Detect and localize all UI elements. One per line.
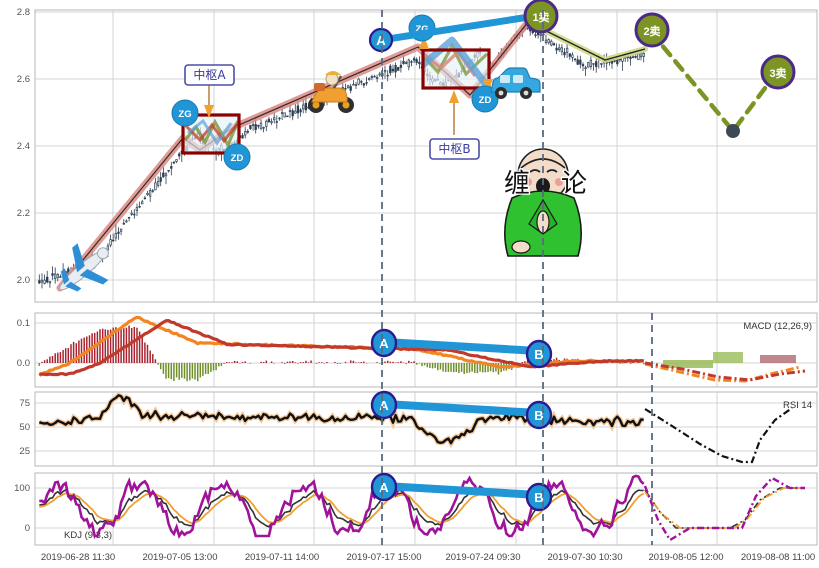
- sell-point-1[interactable]: 1卖: [523, 0, 559, 34]
- kdj-divergence-line: [381, 482, 542, 499]
- macd-divergence-line: [381, 338, 542, 355]
- pivot-a-zd-label: ZD: [231, 153, 244, 164]
- price-panel: 2.8 2.6 2.4 2.2 2.0: [17, 0, 818, 303]
- kdj-panel: 100 0 KDJ (9,3,3) A B: [14, 472, 818, 546]
- macd-ytick-0: 0.0: [17, 358, 30, 369]
- xtick-1: 2019-07-05 13:00: [142, 552, 217, 563]
- pivot-a-group: 中枢A ZG ZD: [171, 64, 251, 171]
- rsi-ytick-1: 50: [19, 422, 30, 433]
- pivot-a-label: 中枢A: [193, 67, 226, 82]
- rsi-divergence-line: [381, 400, 542, 417]
- x-axis-tick-labels: 2019-06-28 11:30 2019-07-05 13:00 2019-0…: [41, 552, 815, 563]
- chanlun-watermark: 缠 论: [503, 148, 588, 257]
- kdj-marker-a-label: A: [379, 480, 389, 495]
- kdj-ytick-0: 0: [25, 523, 30, 534]
- watermark-right-char: 论: [561, 169, 587, 199]
- rsi-forecast: [644, 407, 793, 464]
- macd-indicator-label: MACD (12,26,9): [743, 321, 812, 332]
- macd-marker-b-label: B: [534, 347, 543, 362]
- macd-panel: 0.1 0.0 MACD (12,26,9) A B: [17, 312, 818, 388]
- downtrend-core: [527, 21, 646, 61]
- pivot-a-sub-2: [184, 122, 239, 144]
- price-marker-a[interactable]: [368, 27, 394, 53]
- kdj-marker-b[interactable]: B: [525, 482, 553, 512]
- kdj-marker-b-label: B: [534, 490, 543, 505]
- pivot-a-zd-badge[interactable]: [223, 143, 251, 171]
- pivot-b-box: [421, 48, 491, 90]
- xtick-4: 2019-07-24 09:30: [445, 552, 520, 563]
- pivot-b-label: 中枢B: [438, 141, 470, 156]
- pivot-b-arrow-head: [449, 90, 459, 103]
- pivot-a-zg-label: ZG: [178, 109, 191, 120]
- macd-dif-forecast: [644, 362, 801, 383]
- macd-marker-b[interactable]: B: [525, 339, 553, 369]
- macd-marker-a[interactable]: A: [370, 328, 398, 358]
- price-ytick-3: 2.2: [17, 208, 30, 219]
- pivot-b-zg-arrow: [419, 36, 429, 49]
- pivot-b-zd-label: ZD: [479, 95, 492, 106]
- forecast-path: [648, 29, 783, 135]
- xtick-3: 2019-07-17 15:00: [346, 552, 421, 563]
- price-y-tick-labels: 2.8 2.6 2.4 2.2 2.0: [17, 7, 30, 286]
- pivot-a-box: [181, 113, 241, 155]
- vertical-marker-lines: [381, 10, 653, 545]
- price-ytick-4: 2.0: [17, 275, 30, 286]
- xtick-0: 2019-06-28 11:30: [41, 552, 115, 563]
- sell-point-2-label: 2卖: [643, 24, 660, 38]
- pivot-b-callout-box: [429, 138, 480, 160]
- pivot-a-zg-badge[interactable]: [171, 99, 199, 127]
- sell-point-2[interactable]: 2卖: [634, 12, 670, 48]
- rsi-marker-a[interactable]: A: [370, 390, 398, 420]
- pivot-a-callout-box: [184, 64, 235, 86]
- kdj-gridlines: [35, 473, 817, 545]
- price-ytick-0: 2.8: [17, 7, 30, 18]
- xtick-5: 2019-07-30 10:30: [547, 552, 622, 563]
- rsi-marker-a-label: A: [379, 398, 389, 413]
- kdj-ytick-1: 100: [14, 483, 30, 494]
- kdj-j-forecast: [643, 476, 805, 542]
- kdj-marker-a[interactable]: A: [370, 472, 398, 502]
- pivot-b-zg-label: ZG: [415, 24, 428, 35]
- macd-ytick-1: 0.1: [17, 318, 30, 329]
- kdj-d-forecast: [644, 487, 805, 529]
- rsi-marker-b[interactable]: B: [525, 400, 553, 430]
- xtick-2: 2019-07-11 14:00: [245, 552, 319, 563]
- price-divergence-line: [377, 13, 533, 44]
- airplane-icon: [59, 243, 109, 292]
- rsi-ytick-0: 25: [19, 446, 30, 457]
- sell-point-1-label: 1卖: [532, 10, 549, 24]
- pivot-a-inner-strokes: [183, 118, 240, 149]
- price-ytick-1: 2.6: [17, 74, 30, 85]
- kdj-indicator-label: KDJ (9,3,3): [64, 530, 112, 541]
- scooter-icon: [308, 71, 354, 113]
- xtick-6: 2019-08-05 12:00: [648, 552, 723, 563]
- pivot-a-arrow-head: [204, 105, 214, 118]
- sell-point-3[interactable]: 3卖: [760, 54, 796, 90]
- xtick-7: 2019-08-08 11:00: [741, 552, 815, 563]
- car-icon: [490, 67, 541, 99]
- rsi-gridlines: [35, 392, 817, 466]
- rsi-ytick-2: 75: [19, 398, 30, 409]
- pivot-b-zd-arrow: [483, 79, 493, 92]
- forecast-pivot-dot: [726, 124, 740, 138]
- sell-point-3-label: 3卖: [769, 66, 786, 80]
- rsi-marker-b-label: B: [534, 408, 543, 423]
- pivot-b-sub-big: [420, 36, 491, 90]
- watermark-left-char: 缠: [504, 169, 530, 199]
- price-ytick-2: 2.4: [17, 141, 30, 152]
- rsi-indicator-label: RSI 14: [783, 400, 812, 411]
- rsi-panel: 75 50 25 RSI 14 A B: [19, 390, 818, 467]
- pivot-a-sub-3: [187, 118, 233, 146]
- macd-marker-a-label: A: [379, 336, 389, 351]
